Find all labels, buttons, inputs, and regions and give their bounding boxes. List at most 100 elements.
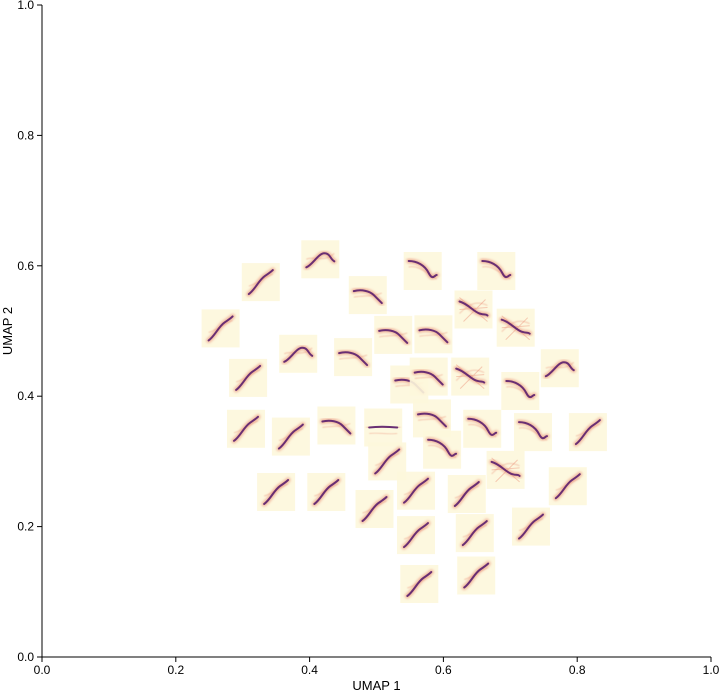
thumbnail-core — [378, 329, 409, 344]
thumbnail-streak — [369, 432, 398, 435]
thumbnail-core — [505, 380, 536, 399]
thumbnail-core — [463, 562, 490, 589]
y-tick-label: 0.0 — [17, 650, 34, 664]
thumbnail-point — [227, 409, 265, 448]
thumbnail-core — [406, 571, 433, 597]
thumbnail-core — [518, 421, 548, 440]
thumbnail-streak — [353, 292, 383, 298]
thumbnail-core — [352, 289, 383, 305]
thumbnail-background — [374, 315, 413, 354]
thumbnail-point — [317, 406, 356, 445]
thumbnail-background — [334, 338, 373, 377]
thumbnail-background — [423, 430, 462, 469]
y-tick-label: 0.6 — [17, 259, 34, 273]
thumbnail-core — [361, 496, 388, 522]
thumbnail-point — [364, 408, 403, 447]
y-tick-label: 0.8 — [17, 128, 34, 142]
thumbnail-core — [417, 412, 447, 428]
thumbnail-point — [397, 471, 435, 510]
thumbnail-point — [486, 450, 525, 489]
y-axis-label: UMAP 2 — [0, 307, 15, 355]
thumbnail-point — [257, 473, 296, 511]
thumbnail-core — [413, 370, 444, 386]
thumbnail-streak — [379, 332, 408, 338]
thumbnail-core — [518, 513, 544, 540]
thumbnail-point — [540, 349, 579, 388]
thumbnail-core — [500, 318, 531, 335]
thumbnail-point — [463, 409, 502, 448]
thumbnail-point — [414, 315, 453, 354]
thumbnail-core — [554, 473, 581, 500]
x-tick-label: 1.0 — [703, 663, 720, 677]
thumbnail-point — [201, 309, 240, 348]
thumbnail-point — [397, 516, 435, 555]
x-tick-label: 0.6 — [435, 663, 452, 677]
x-tick-label: 0.2 — [167, 663, 184, 677]
y-axis-ticks: 0.0 0.2 0.4 0.6 0.8 1.0 — [17, 0, 42, 664]
thumbnail-streak — [414, 374, 443, 380]
x-tick-label: 0.0 — [34, 663, 51, 677]
thumbnail-point — [451, 357, 490, 396]
thumbnail-point — [355, 490, 394, 528]
y-tick-label: 0.4 — [17, 389, 34, 403]
thumbnail-point — [548, 467, 587, 506]
thumbnail-background — [317, 406, 356, 445]
thumbnail-streak — [491, 462, 520, 475]
thumbnail-core — [490, 460, 521, 477]
thumbnail-point — [403, 252, 442, 290]
thumbnail-background — [477, 252, 516, 290]
thumbnail-background — [514, 413, 552, 452]
thumbnail-core — [368, 425, 399, 429]
x-tick-label: 0.8 — [569, 663, 586, 677]
x-axis-label: UMAP 1 — [352, 678, 400, 693]
thumbnail-background — [348, 276, 387, 315]
thumbnail-core — [455, 367, 486, 384]
thumbnail-core — [207, 315, 234, 342]
thumbnail-core — [453, 481, 480, 507]
thumbnail-core — [277, 423, 304, 450]
thumbnail-point — [334, 338, 373, 377]
thumbnail-core — [338, 351, 369, 367]
thumbnail-core — [544, 361, 575, 378]
thumbnail-point — [409, 357, 448, 396]
thumbnail-point — [241, 263, 280, 302]
thumbnail-core — [233, 415, 259, 442]
thumbnail-core — [403, 477, 429, 504]
thumbnail-background — [403, 252, 442, 290]
thumbnail-core — [403, 522, 429, 549]
thumbnail-core — [574, 419, 601, 446]
thumbnail-point — [501, 372, 540, 410]
thumbnail-point — [423, 430, 462, 469]
thumbnail-point — [457, 556, 496, 595]
thumbnail-core — [374, 448, 401, 475]
thumbnail-background — [414, 315, 453, 354]
thumbnail-point — [301, 240, 340, 279]
thumbnail-core — [321, 419, 352, 435]
thumbnail-core — [263, 479, 290, 505]
thumbnail-streak — [322, 422, 351, 429]
x-tick-label: 0.4 — [301, 663, 318, 677]
thumbnail-core — [467, 417, 498, 436]
thumbnail-point — [271, 417, 310, 456]
thumbnail-core — [283, 346, 314, 363]
thumbnail-core — [427, 438, 458, 457]
thumbnail-point — [454, 290, 493, 329]
thumbnail-core — [407, 260, 438, 279]
thumbnail-background — [409, 357, 448, 396]
thumbnail-point — [514, 413, 552, 452]
thumbnail-points — [201, 240, 607, 603]
thumbnail-point — [374, 315, 413, 354]
thumbnail-core — [458, 300, 489, 317]
thumbnail-core — [313, 479, 340, 505]
thumbnail-streak — [459, 302, 488, 314]
thumbnail-background — [463, 409, 502, 448]
thumbnail-point — [477, 252, 516, 290]
thumbnail-streak — [419, 331, 448, 337]
thumbnail-point — [568, 413, 607, 452]
thumbnail-core — [481, 260, 512, 279]
thumbnail-core — [235, 364, 262, 391]
thumbnail-point — [307, 473, 346, 511]
thumbnail-point — [348, 276, 387, 315]
y-tick-label: 0.2 — [17, 520, 34, 534]
